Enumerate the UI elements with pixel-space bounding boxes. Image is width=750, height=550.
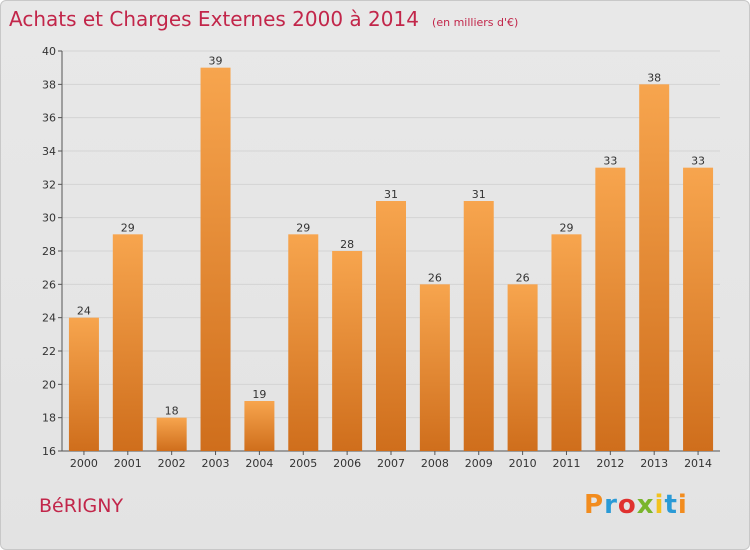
bar — [332, 251, 363, 451]
commune-name: BéRIGNY — [39, 495, 124, 517]
data-label: 28 — [340, 238, 354, 251]
y-tick-label: 16 — [42, 445, 56, 458]
bar — [68, 317, 99, 451]
x-tick-label: 2011 — [552, 457, 580, 470]
y-tick-label: 26 — [42, 278, 56, 291]
logo-letter: P — [584, 490, 605, 520]
x-tick-label: 2006 — [333, 457, 361, 470]
y-tick-label: 22 — [42, 345, 56, 358]
x-tick-label: 2009 — [465, 457, 493, 470]
data-label: 38 — [647, 71, 661, 84]
bar — [639, 84, 670, 451]
y-tick-label: 32 — [42, 178, 56, 191]
y-tick-label: 18 — [42, 412, 56, 425]
bar — [595, 167, 626, 451]
logo-letter: r — [604, 490, 618, 520]
bar — [463, 201, 494, 451]
y-tick-label: 34 — [42, 145, 56, 158]
bar — [112, 234, 143, 451]
chart-header: Achats et Charges Externes 2000 à 2014 (… — [9, 7, 518, 31]
data-label: 19 — [252, 388, 266, 401]
bar — [244, 401, 275, 451]
chart-title: Achats et Charges Externes 2000 à 2014 — [9, 7, 419, 31]
x-tick-label: 2010 — [509, 457, 537, 470]
bar — [507, 284, 538, 451]
logo-letter: o — [617, 490, 637, 520]
bar — [551, 234, 582, 451]
x-tick-label: 2001 — [114, 457, 142, 470]
y-tick-label: 38 — [42, 78, 56, 91]
logo-letter: t — [664, 490, 678, 520]
bar — [683, 167, 714, 451]
proxiti-logo: Proxiti — [584, 490, 688, 520]
y-tick-label: 30 — [42, 212, 56, 225]
y-tick-label: 36 — [42, 112, 56, 125]
data-label: 26 — [516, 271, 530, 284]
bar — [288, 234, 319, 451]
y-tick-label: 28 — [42, 245, 56, 258]
data-label: 31 — [384, 188, 398, 201]
x-tick-label: 2004 — [245, 457, 273, 470]
data-label: 26 — [428, 271, 442, 284]
logo-letter: x — [636, 490, 655, 520]
x-tick-label: 2002 — [158, 457, 186, 470]
data-label: 31 — [472, 188, 486, 201]
bar — [156, 417, 187, 451]
y-tick-label: 20 — [42, 378, 56, 391]
bar — [200, 67, 231, 452]
data-label: 24 — [77, 305, 91, 318]
x-tick-label: 2005 — [289, 457, 317, 470]
x-tick-label: 2000 — [70, 457, 98, 470]
data-label: 29 — [559, 221, 573, 234]
logo-letter: i — [654, 490, 665, 520]
chart-subtitle: (en milliers d'€) — [432, 16, 519, 29]
y-tick-label: 40 — [42, 45, 56, 58]
x-tick-label: 2003 — [202, 457, 230, 470]
bar — [419, 284, 450, 451]
logo-letter: i — [677, 490, 688, 520]
x-tick-label: 2007 — [377, 457, 405, 470]
data-label: 18 — [165, 405, 179, 418]
data-label: 33 — [603, 155, 617, 168]
x-tick-label: 2014 — [684, 457, 712, 470]
bar — [376, 201, 406, 451]
y-tick-label: 24 — [42, 312, 56, 325]
data-label: 33 — [691, 155, 705, 168]
data-label: 29 — [121, 221, 135, 234]
x-tick-label: 2013 — [640, 457, 668, 470]
x-tick-label: 2008 — [421, 457, 449, 470]
data-label: 29 — [296, 221, 310, 234]
data-label: 39 — [209, 55, 223, 68]
x-tick-label: 2012 — [596, 457, 624, 470]
